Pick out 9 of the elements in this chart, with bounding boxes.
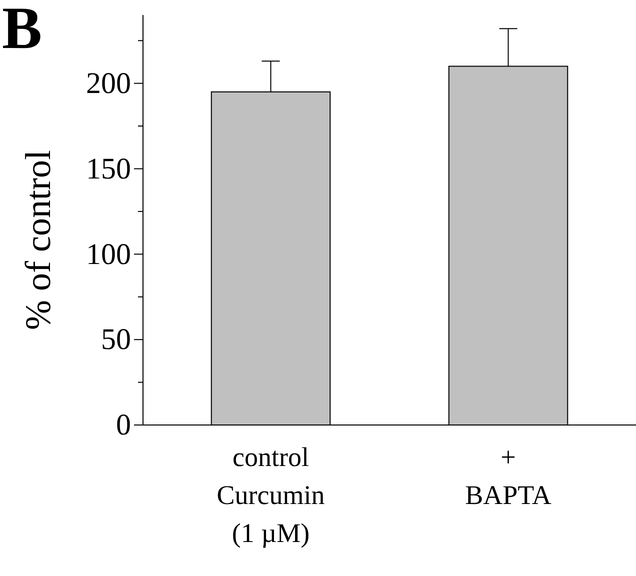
y-tick-label: 150 bbox=[86, 152, 131, 186]
x-tick-label: control Curcumin (1 µM) bbox=[216, 442, 326, 548]
y-tick-label: 100 bbox=[86, 238, 131, 271]
y-tick-label: 200 bbox=[86, 66, 131, 100]
y-axis-title: % of control bbox=[18, 150, 58, 330]
text: B bbox=[2, 0, 42, 61]
y-tick-label: 50 bbox=[101, 323, 131, 356]
y-tick-label: 0 bbox=[116, 408, 131, 442]
x-tick-label: + BAPTA bbox=[465, 442, 552, 510]
